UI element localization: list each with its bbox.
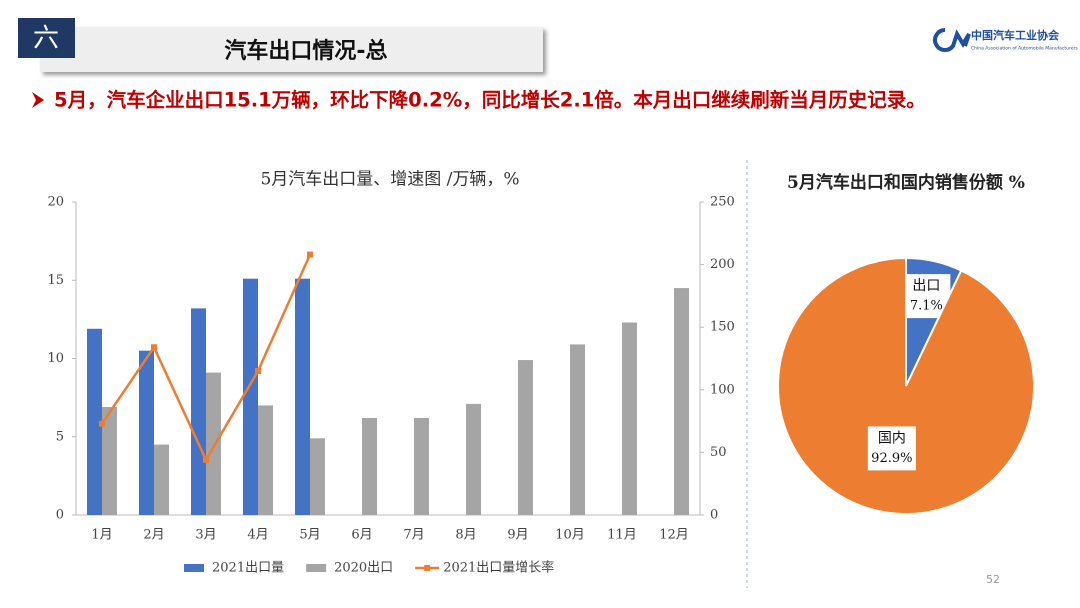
x-tick-label: 8月 — [455, 528, 476, 543]
x-tick-label: 3月 — [195, 528, 216, 543]
y2-tick-label: 0 — [710, 508, 718, 523]
bar — [674, 288, 689, 515]
section-box — [18, 18, 75, 58]
bar — [191, 308, 206, 515]
x-tick-label: 1月 — [91, 528, 112, 543]
x-tick-label: 6月 — [351, 528, 372, 543]
y2-tick-label: 100 — [710, 382, 735, 397]
line-marker — [99, 420, 105, 427]
slide-title: 汽车出口情况-总 — [224, 38, 387, 64]
bar — [102, 407, 117, 515]
x-tick-label: 9月 — [507, 528, 528, 543]
bar — [518, 360, 533, 515]
legend-label: 2021出口量 — [212, 561, 284, 576]
x-tick-label: 4月 — [247, 528, 268, 543]
y-tick-label: 5 — [56, 429, 64, 444]
pie-category-label: 国内 — [878, 430, 906, 446]
bar — [622, 322, 637, 515]
line-marker — [203, 456, 209, 463]
legend-label: 2020出口 — [334, 561, 393, 576]
x-tick-label: 11月 — [607, 528, 637, 543]
line-marker — [307, 251, 313, 258]
line-marker — [255, 368, 261, 375]
bullet-text: 5月，汽车企业出口15.1万辆，环比下降0.2%，同比增长2.1倍。本月出口继续… — [54, 89, 926, 112]
y2-tick-label: 250 — [710, 195, 735, 210]
chart-title: 5月汽车出口量、增速图 /万辆，% — [260, 170, 519, 190]
bar — [414, 417, 429, 515]
bar — [258, 405, 273, 515]
bar — [206, 372, 221, 515]
y-tick-label: 10 — [47, 351, 64, 366]
section-number: 六 — [33, 24, 59, 54]
x-tick-label: 12月 — [659, 528, 689, 543]
legend-label: 2021出口量增长率 — [443, 560, 554, 576]
legend-swatch — [184, 564, 204, 572]
bar — [87, 328, 102, 515]
bullet-arrow — [32, 92, 44, 108]
y2-tick-label: 150 — [710, 320, 735, 335]
x-tick-label: 2月 — [143, 528, 164, 543]
logo-subtext: China Association of Automobile Manufact… — [971, 46, 1078, 52]
y-tick-label: 20 — [47, 195, 64, 210]
x-tick-label: 10月 — [555, 528, 585, 543]
pie-category-label: 出口 — [912, 278, 940, 294]
logo-mark — [933, 28, 971, 52]
bar — [362, 417, 377, 515]
x-tick-label: 7月 — [403, 528, 424, 543]
bar — [466, 403, 481, 515]
pie-value-label: 92.9% — [871, 451, 912, 466]
bar — [570, 344, 585, 515]
title-bar — [40, 27, 543, 72]
bar — [295, 278, 310, 515]
pie-label-box — [867, 426, 916, 471]
y2-tick-label: 50 — [710, 445, 727, 460]
line-marker — [151, 344, 157, 351]
pie-value-label: 7.1% — [910, 299, 943, 314]
logo-text: 中国汽车工业协会 — [971, 28, 1060, 42]
bar — [154, 444, 169, 515]
legend-marker — [424, 565, 431, 571]
bar — [310, 438, 325, 515]
pie-slice — [777, 256, 1035, 515]
page-number: 52 — [986, 573, 1000, 586]
y-tick-label: 0 — [56, 508, 64, 523]
y-tick-label: 15 — [47, 273, 64, 288]
x-tick-label: 5月 — [299, 528, 320, 543]
legend-swatch — [306, 564, 327, 572]
bar — [139, 350, 154, 515]
pie-title: 5月汽车出口和国内销售份额 % — [787, 173, 1025, 193]
bar — [243, 278, 258, 515]
y2-tick-label: 200 — [710, 257, 735, 272]
